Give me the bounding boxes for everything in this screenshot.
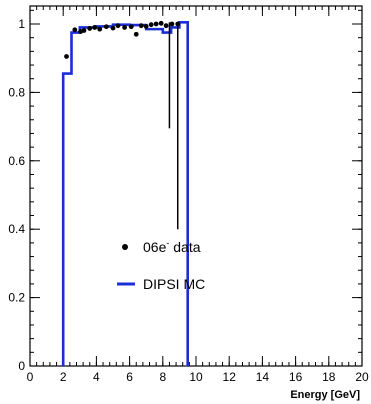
data-point [81,28,87,33]
data-point [103,24,109,30]
data-point [97,26,103,32]
data-point [169,21,175,27]
data-point [163,23,169,29]
y-tick-label: 0.2 [8,291,25,305]
legend-label-data-sup: - [166,238,169,248]
x-tick-label: 12 [223,370,237,384]
x-axis: 0 2 4 6 8 10 12 14 16 18 20 [27,6,369,384]
mc-step-line [61,20,189,366]
x-axis-label: Energy [GeV] [290,389,360,401]
data-point [148,22,154,28]
x-tick-label: 6 [126,370,133,384]
x-tick-label: 16 [289,370,303,384]
data-point [87,26,93,31]
legend: 06e- data DIPSI MC [117,238,205,292]
plot-frame [29,5,363,367]
x-tick-label: 2 [60,370,67,384]
legend-label-mc: DIPSI MC [143,276,205,292]
data-point [64,54,69,59]
data-point [133,31,139,37]
y-tick-label: 0 [18,359,25,373]
x-tick-label: 8 [159,370,166,384]
data-point [143,23,149,29]
x-tick-label: 20 [355,370,369,384]
y-tick-label: 1 [18,17,25,31]
x-tick-label: 0 [27,370,34,384]
data-point [110,25,116,31]
data-point [175,21,181,27]
data-point [158,20,164,26]
data-series [61,20,189,366]
data-point [128,24,134,30]
legend-label-data-main: 06e [143,239,167,255]
x-tick-label: 10 [189,370,203,384]
y-tick-label: 0.6 [8,154,25,168]
legend-marker-data [122,244,128,250]
data-point [115,23,121,29]
y-tick-label: 0.4 [8,222,25,236]
data-point [72,27,78,33]
data-point [122,25,128,30]
legend-label-data: 06e- data [143,238,201,255]
data-point [138,23,144,29]
y-axis: 0 0.2 0.4 0.6 0.8 1 [8,9,362,373]
data-point [153,21,159,27]
x-tick-label: 14 [256,370,270,384]
x-tick-label: 18 [322,370,336,384]
y-tick-label: 0.8 [8,85,25,99]
data-point [92,25,98,30]
x-tick-label: 4 [93,370,100,384]
legend-label-data-rest: data [169,239,200,255]
